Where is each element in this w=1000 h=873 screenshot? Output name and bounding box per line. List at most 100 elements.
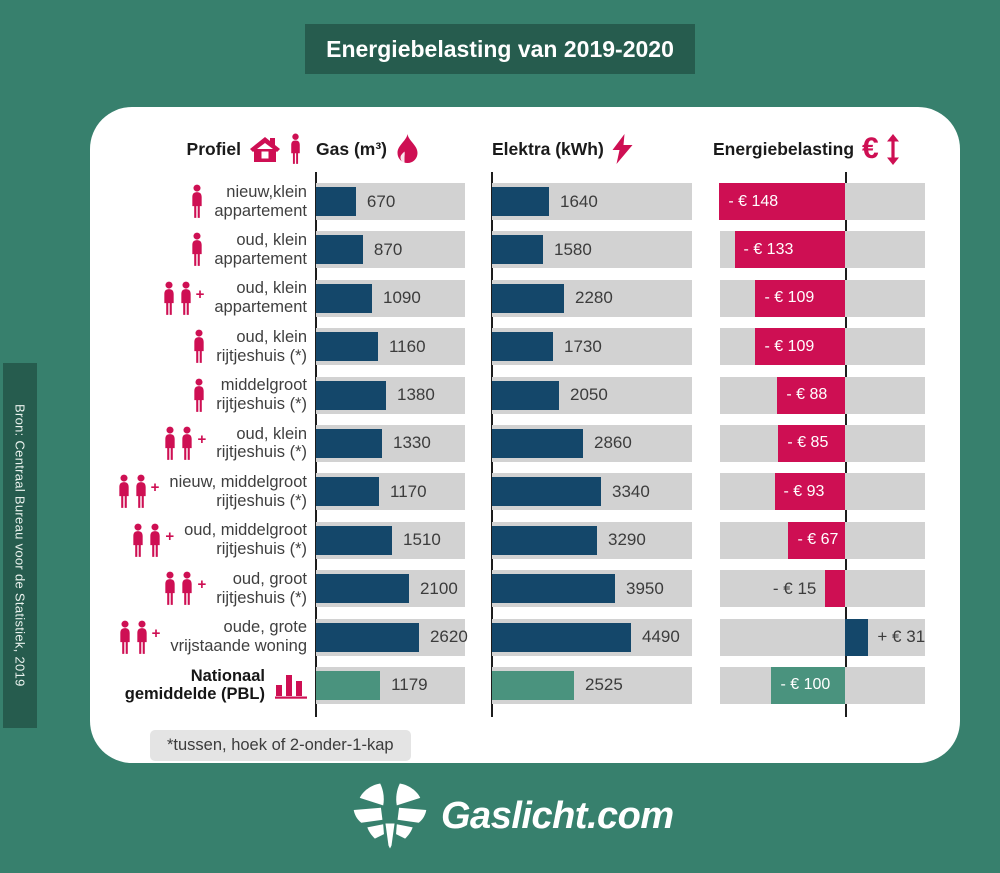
elektra-bar-track: 3290: [492, 521, 692, 559]
page-title: Energiebelasting van 2019-2020: [326, 35, 674, 62]
gas-bar-track: 1510: [316, 521, 465, 559]
person-icon: [135, 474, 146, 509]
elektra-bar: [492, 283, 564, 313]
table-row: + oude, grote vrijstaande woning 2620 449…: [108, 618, 943, 656]
gas-value: 670: [366, 191, 396, 211]
elektra-value: 3950: [626, 578, 664, 598]
tax-bar-track: - € 85: [720, 424, 925, 462]
elektra-bar-track: 4490: [492, 618, 692, 656]
elektra-value: 1730: [564, 336, 602, 356]
gas-value: 1179: [391, 675, 428, 695]
brand-name: Gaslicht.com: [441, 794, 674, 837]
profile-label-cell: Nationaal gemiddelde (PBL): [108, 667, 307, 704]
plus-sign: +: [151, 624, 161, 642]
elektra-bar-track: 3340: [492, 473, 692, 511]
plus-sign: +: [165, 527, 175, 545]
tax-bar: [825, 570, 846, 608]
lightning-icon: [612, 134, 633, 164]
profile-label: oud, klein rijtjeshuis (*): [216, 424, 307, 462]
gaslicht-flame-emblem-icon: [353, 783, 427, 849]
gas-bar: [316, 428, 382, 458]
profile-icons: +: [118, 620, 161, 655]
elektra-value: 2050: [570, 385, 608, 405]
profile-icons: [190, 184, 204, 219]
elektra-value: 2280: [575, 288, 613, 308]
tax-bar-track: - € 109: [720, 328, 925, 366]
tax-bar-track: - € 133: [720, 231, 925, 269]
profile-icons: +: [163, 426, 206, 461]
elektra-bar-track: 2280: [492, 279, 692, 317]
table-row: + oud, klein rijtjeshuis (*) 1330 2860 - …: [108, 425, 943, 462]
elektra-value: 2525: [585, 675, 623, 695]
tax-bar-track: - € 109: [720, 279, 925, 317]
gas-value: 1090: [383, 288, 421, 308]
gas-bar-track: 870: [316, 231, 465, 269]
person-icon: [182, 571, 193, 605]
up-down-arrow-icon: [886, 133, 899, 165]
tax-bar: [845, 618, 869, 656]
person-icon: [194, 378, 204, 412]
gas-bar: [316, 525, 392, 555]
elektra-value: 1580: [554, 239, 592, 259]
gas-bar: [316, 283, 373, 313]
gas-bar: [316, 187, 356, 216]
gas-bar-track: 1380: [316, 376, 465, 414]
table-row: middelgroot rijtjeshuis (*) 1380 2050 - €…: [108, 376, 943, 414]
chart-card: Profiel Gas (m³) Elektra (kWh): [90, 107, 960, 763]
elektra-bar: [492, 525, 597, 555]
profile-label: oud, middelgroot rijtjeshuis (*): [184, 521, 307, 559]
gas-bar-track: 1330: [316, 424, 465, 462]
table-row: oud, klein appartement 870 1580 - € 133: [108, 231, 943, 269]
tax-bar-track: - € 88: [720, 376, 925, 414]
profile-icons: [192, 329, 206, 364]
chart-rows: nieuw,klein appartement 670 1640 - € 148 …: [108, 183, 943, 715]
footnote-box: *tussen, hoek of 2-onder-1-kap: [150, 730, 411, 761]
gas-bar: [316, 670, 381, 700]
elektra-bar: [492, 428, 583, 458]
gas-value: 870: [373, 239, 403, 259]
person-icon: [150, 523, 160, 557]
elektra-bar: [492, 187, 549, 216]
profile-label-cell: + oud, middelgroot rijtjeshuis (*): [108, 521, 307, 559]
tax-value: - € 85: [787, 434, 829, 452]
elektra-bar-track: 2525: [492, 666, 692, 704]
profile-label: middelgroot rijtjeshuis (*): [216, 376, 307, 414]
person-icon: [165, 426, 176, 460]
person-icon: [119, 620, 130, 654]
gas-bar-track: 1179: [316, 666, 465, 704]
elektra-bar: [492, 670, 574, 700]
elektra-header-label: Elektra (kWh): [492, 138, 604, 159]
profile-icons: +: [162, 281, 204, 316]
profile-label: nieuw, middelgroot rijtjeshuis (*): [169, 473, 307, 510]
profile-icons: [275, 671, 307, 700]
tax-bar: [778, 424, 846, 462]
person-icon: [163, 281, 174, 315]
gas-bar: [316, 622, 419, 652]
gas-bar: [316, 574, 409, 604]
elektra-bar: [492, 235, 543, 265]
profile-label-cell: middelgroot rijtjeshuis (*): [108, 376, 307, 414]
person-icon: [291, 133, 300, 164]
profile-icons: +: [163, 571, 206, 606]
table-row: + oud, middelgroot rijtjeshuis (*) 1510 3…: [108, 521, 943, 559]
person-icon: [192, 232, 203, 267]
tax-bar: [734, 231, 846, 269]
gas-bar-track: 1090: [316, 279, 465, 317]
table-row: Nationaal gemiddelde (PBL) 1179 2525 - € …: [108, 667, 943, 704]
column-header-gas: Gas (m³): [316, 133, 420, 165]
table-row: + oud, klein appartement 1090 2280 - € 10…: [108, 279, 943, 317]
tax-bar-track: - € 93: [720, 473, 925, 511]
gas-bar-track: 2100: [316, 570, 465, 608]
profile-label-cell: oud, klein rijtjeshuis (*): [108, 328, 307, 365]
person-icon: [136, 620, 147, 654]
elektra-value: 3340: [612, 481, 650, 501]
tax-value: - € 67: [797, 531, 839, 549]
elektra-bar: [492, 332, 553, 362]
tax-header-label: Energiebelasting: [713, 138, 855, 159]
tax-bar-track: - € 67: [720, 521, 925, 559]
person-icon: [192, 184, 203, 218]
gas-bar-track: 670: [316, 183, 465, 220]
gas-value: 1160: [388, 336, 426, 356]
person-icon: [118, 474, 129, 509]
